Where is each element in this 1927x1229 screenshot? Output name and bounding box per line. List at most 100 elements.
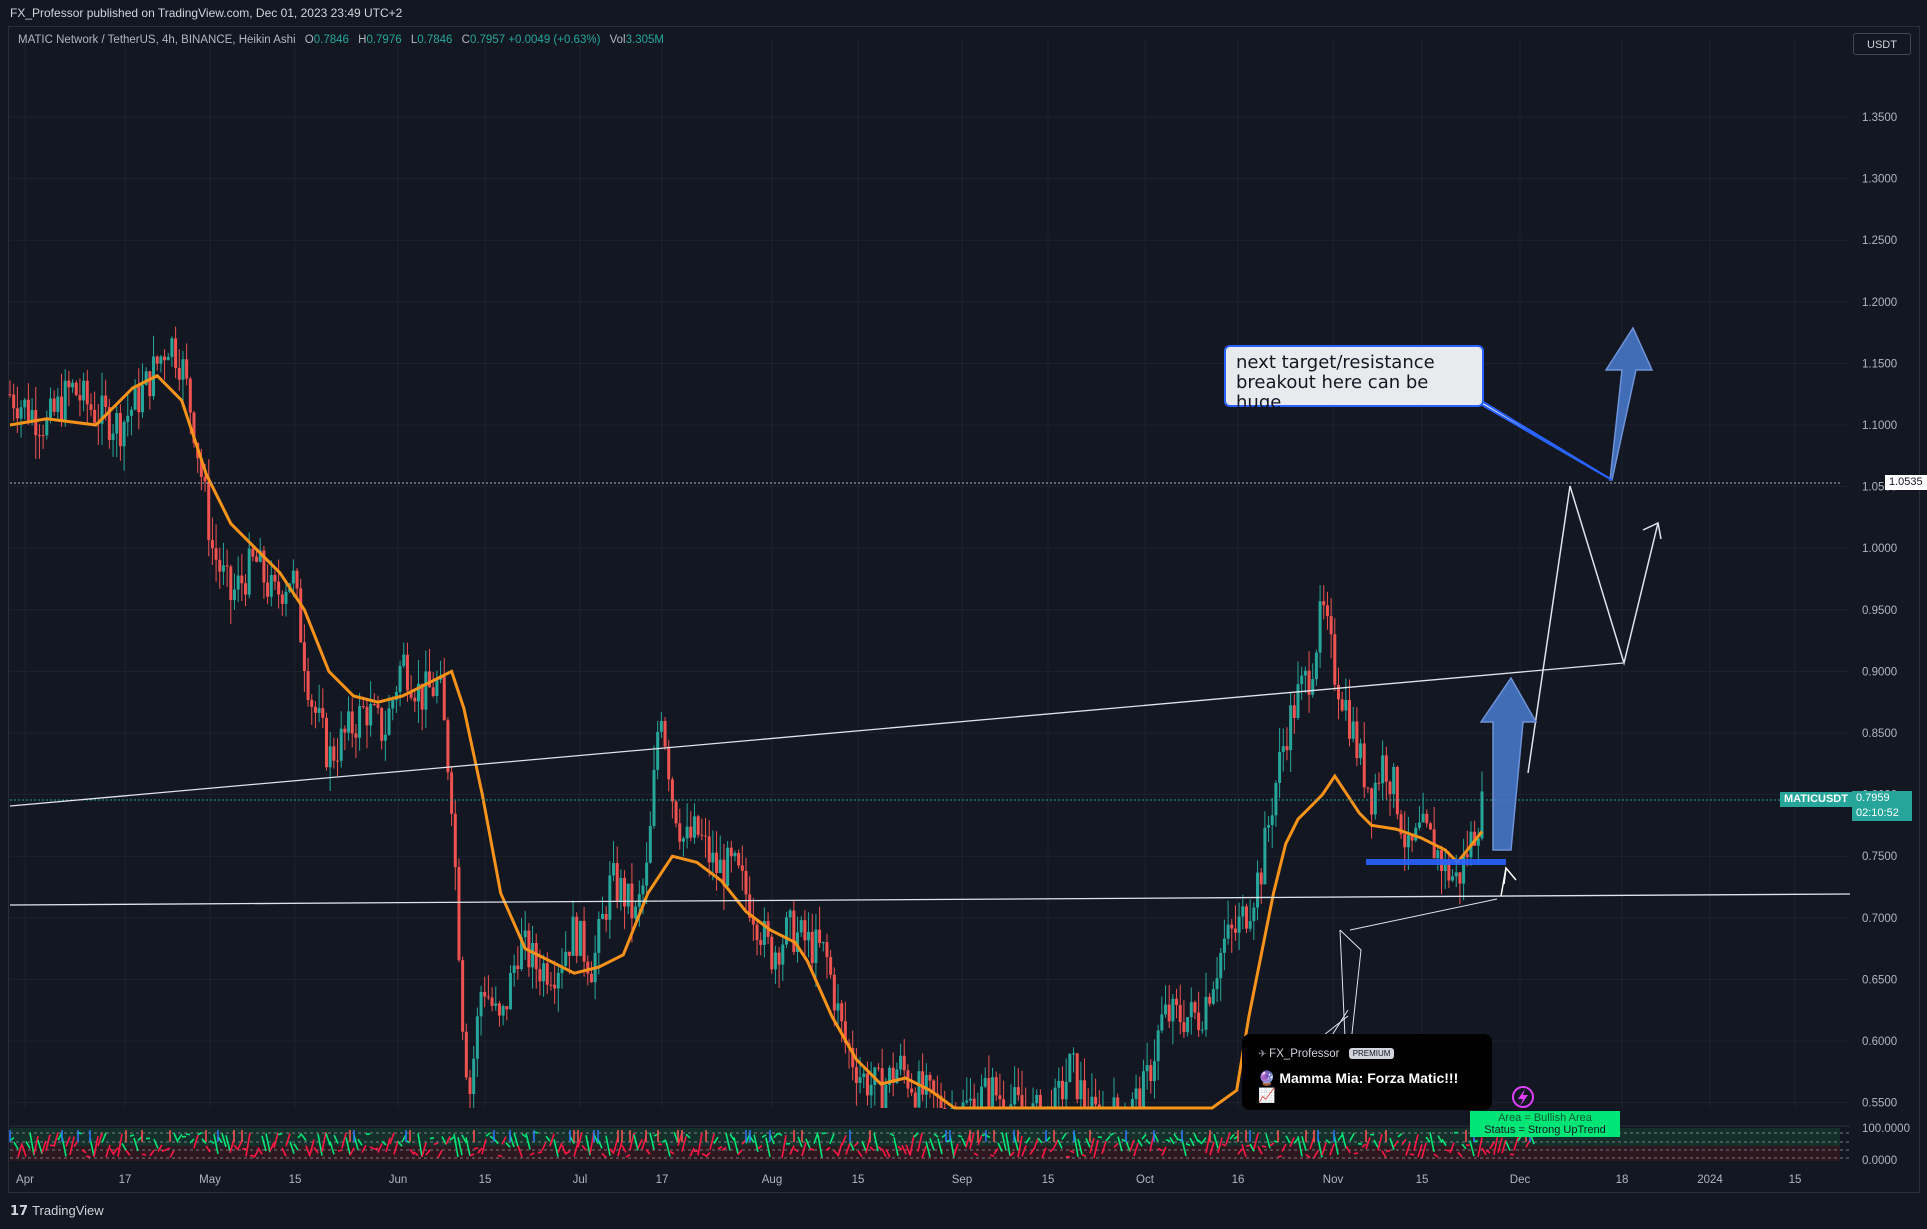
candle-body [185,359,189,379]
high-value: 0.7976 [366,34,402,46]
indicator-line-segment [1085,1138,1091,1148]
indicator-line-segment [289,1141,295,1154]
candle-body [214,548,218,560]
status-area-text: Area = Bullish Area [1498,1112,1592,1124]
indicator-line-segment [701,1152,707,1157]
moving-average-line [9,373,1484,1110]
candle-body [704,835,708,837]
indicator-line-segment [1161,1146,1167,1157]
countdown-tag: 02:10:52 [1852,806,1912,821]
candle-body [1344,699,1348,711]
indicator-line-segment [285,1133,291,1147]
candle-body [1152,1061,1156,1082]
currency-button[interactable]: USDT [1853,33,1911,55]
indicator-line-segment [1125,1140,1131,1152]
price-tick-label: 1.1500 [1862,358,1897,370]
indicator-line-segment [473,1147,479,1150]
candle-body [991,1077,995,1108]
candle-body [1322,601,1326,606]
indicator-line-segment [1209,1141,1215,1156]
indicator-line-segment [461,1134,467,1144]
indicator-line-segment [1101,1140,1107,1155]
indicator-line-segment [1253,1133,1259,1150]
candle-body [8,394,12,396]
indicator-line-segment [1229,1133,1235,1140]
indicator-line-segment [781,1134,787,1158]
candle-body [1263,827,1267,885]
candle-body [751,918,755,925]
price-tick-label: 1.0000 [1862,543,1897,555]
candle-body [60,396,64,421]
idea-card[interactable]: ✈ FX_Professor PREMIUM 🔮 Mamma Mia: Forz… [1242,1034,1492,1110]
candles [8,326,1484,1109]
indicator-line-segment [1337,1134,1343,1142]
indicator-line-segment [265,1133,271,1153]
indicator-line-segment [825,1146,831,1151]
candle-body [104,395,108,407]
candle-body [821,942,825,944]
candle-body [869,1085,873,1096]
candle-body [634,906,638,919]
candle-body [251,548,255,557]
indicator-line-segment [385,1137,391,1153]
level-price-tag: 1.0535 [1885,475,1927,490]
candle-body [998,1095,1002,1100]
lightning-icon[interactable] [1512,1086,1534,1108]
indicator-line-segment [121,1142,127,1151]
candle-body [45,417,49,436]
candle-body [372,703,376,705]
indicator-line-segment [257,1147,263,1155]
indicator-line-segment [1313,1150,1319,1159]
candle-body [520,937,524,970]
indicator-line-segment [857,1150,863,1158]
candle-body [497,1003,501,1016]
candle-body [744,870,748,895]
candle-body [350,711,354,734]
candle-body [619,877,623,901]
indicator-line-segment [45,1134,51,1152]
indicator-line-segment [529,1152,535,1156]
candle-body [1226,924,1230,939]
indicator-line-segment [1485,1149,1491,1154]
trendline-upper [9,662,1624,807]
candle-body [534,943,538,970]
indicator-line-segment [1361,1143,1367,1148]
candle-body [1406,835,1410,848]
indicator-line-segment [173,1132,179,1143]
price-tick-label: 1.1000 [1862,420,1897,432]
candle-body [858,1077,862,1083]
footer-brand[interactable]: 𝟭𝟳 TradingView [10,1203,104,1219]
indicator-line-segment [757,1144,763,1150]
indicator-line-segment [341,1132,347,1149]
candle-body [1020,1095,1024,1108]
indicator-line-segment [345,1137,351,1155]
indicator-line-segment [1469,1140,1475,1157]
candle-body [358,706,362,738]
candle-body [1403,834,1407,848]
indicator-line-segment [777,1132,783,1136]
candle-body [339,728,343,761]
candle-body [107,406,111,440]
indicator-line-segment [629,1132,635,1151]
indicator-line-segment [1381,1150,1387,1158]
indicator-line-segment [329,1141,335,1155]
candle-body [1116,1097,1120,1108]
indicator-line-segment [225,1135,231,1151]
indicator-line-segment [1353,1152,1359,1155]
candle-body [354,733,358,738]
indicator-line-segment [41,1140,47,1154]
indicator-line-segment [1021,1145,1027,1157]
candle-body [1399,814,1403,835]
candle-body [505,1006,509,1010]
indicator-line-segment [1285,1135,1291,1144]
indicator-line-segment [1409,1153,1415,1156]
indicator-line-segment [921,1145,927,1159]
indicator-line-segment [557,1142,563,1154]
candle-body [1211,989,1215,1004]
candle-body [597,918,601,953]
candle-body [369,703,373,726]
indicator-line-segment [213,1133,219,1155]
time-axis: Apr 17 May 15 Jun 15 Jul 17 Aug 15 Sep 15 Oct 16 Nov 15… [16,1174,1801,1186]
candle-body [1425,813,1429,824]
